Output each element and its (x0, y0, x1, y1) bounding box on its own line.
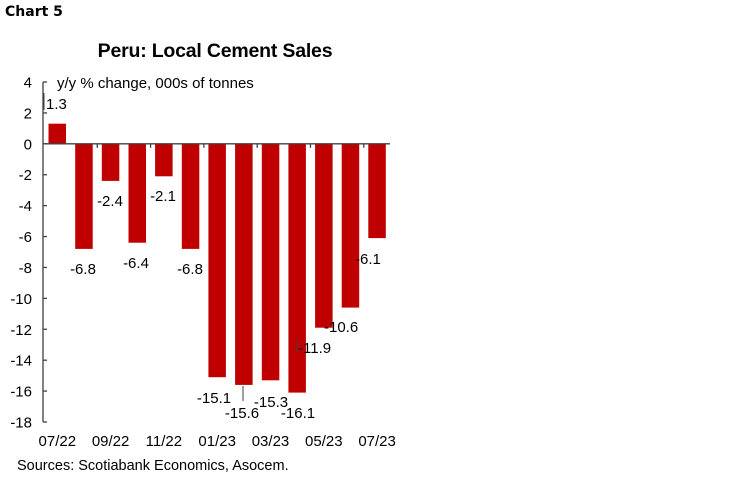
bar-07-22 (48, 123, 66, 144)
y-axis: 4 2 0 -2 -4 -6 -8 -10 -12 -14 -16 -18 (10, 75, 47, 432)
data-label: -6.8 (70, 261, 96, 278)
sources-note: Sources: Scotiabank Economics, Asocem. (17, 458, 289, 474)
chart-number-label: Chart 5 (5, 4, 63, 20)
x-axis: 07/22 09/22 11/22 01/23 03/23 05/23 07/23 (39, 143, 396, 450)
bar-09-22 (101, 143, 120, 181)
y-tick-label: -4 (19, 198, 32, 215)
bar-11-22 (155, 143, 173, 177)
bar-01-23 (208, 143, 226, 378)
y-axis-subtitle: y/y % change, 000s of tonnes (57, 75, 254, 92)
bar-07-23 (368, 143, 386, 239)
y-tick-label: 2 (24, 105, 32, 122)
data-label: -6.4 (123, 255, 149, 272)
data-label: -16.1 (281, 405, 315, 422)
x-tick-label: 09/22 (92, 433, 130, 450)
bar-12-22 (181, 143, 200, 249)
data-label: -15.6 (225, 405, 259, 422)
bar-02-23 (235, 143, 253, 385)
bar-05-23 (315, 143, 333, 328)
bar-06-23 (341, 143, 360, 308)
y-tick-label: -8 (19, 260, 32, 277)
data-label: -6.8 (177, 261, 203, 278)
y-tick-label: -14 (10, 353, 32, 370)
y-tick-label: -6 (19, 229, 32, 246)
x-tick-label: 01/23 (198, 433, 236, 450)
bar-04-23 (288, 143, 306, 393)
data-label: -15.3 (254, 394, 288, 411)
y-tick-label: -16 (10, 384, 32, 401)
x-tick-label: 05/23 (305, 433, 343, 450)
data-label: -2.4 (97, 193, 123, 210)
y-tick-label: 4 (24, 75, 32, 92)
y-tick-label: -2 (19, 167, 32, 184)
y-tick-label: -12 (10, 322, 32, 339)
chart-title: Peru: Local Cement Sales (97, 40, 333, 62)
x-tick-label: 07/23 (358, 433, 396, 450)
data-label: -6.1 (355, 251, 381, 268)
x-tick-label: 07/22 (39, 433, 77, 450)
data-label: 1.3 (46, 96, 67, 113)
bar-03-23 (261, 143, 280, 381)
data-labels: 1.3-6.8-2.4-6.4-2.1-6.8-15.1-15.6-15.3-1… (43, 93, 381, 422)
data-label: -15.1 (197, 390, 231, 407)
bar-series (48, 123, 386, 393)
bar-10-22 (128, 143, 146, 243)
bar-08-22 (75, 143, 93, 249)
y-tick-label: -10 (10, 291, 32, 308)
data-label: -10.6 (324, 319, 358, 336)
data-label: -2.1 (150, 188, 176, 205)
x-tick-label: 03/23 (252, 433, 290, 450)
data-label: -11.9 (298, 340, 331, 357)
y-tick-label: -18 (10, 415, 32, 432)
x-tick-label: 11/22 (146, 433, 182, 450)
y-tick-label: 0 (24, 136, 32, 153)
